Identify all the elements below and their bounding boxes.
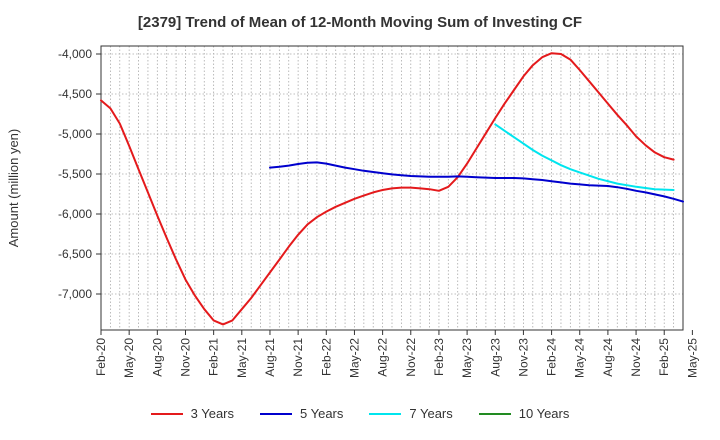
series-line-3-years bbox=[100, 52, 675, 326]
chart-title: [2379] Trend of Mean of 12-Month Moving … bbox=[137, 14, 583, 31]
y-tick-label: -4,500 bbox=[58, 87, 92, 101]
plot-frame bbox=[100, 45, 684, 331]
x-tick-label: Feb-25 bbox=[657, 338, 671, 376]
legend-label: 7 Years bbox=[409, 406, 453, 421]
x-tick-label: May-22 bbox=[347, 338, 361, 378]
x-tick-label: May-20 bbox=[122, 338, 136, 378]
x-tick-label: Aug-20 bbox=[150, 338, 164, 377]
x-tick-label: May-24 bbox=[573, 338, 587, 378]
x-tick-label: Aug-21 bbox=[263, 338, 277, 377]
x-tick-label: Aug-24 bbox=[601, 338, 615, 377]
legend-item-3-years: 3 Years bbox=[150, 406, 234, 421]
legend-swatch bbox=[150, 412, 183, 415]
legend-label: 10 Years bbox=[518, 406, 570, 421]
y-tick-label: -6,000 bbox=[58, 207, 92, 221]
x-tick-label: Nov-23 bbox=[516, 338, 530, 377]
legend-item-5-years: 5 Years bbox=[260, 406, 343, 421]
x-tick-label: Feb-23 bbox=[432, 338, 446, 376]
y-axis-title: Amount (million yen) bbox=[6, 129, 21, 248]
y-tick-label: -7,000 bbox=[58, 287, 92, 301]
x-tick-label: Nov-21 bbox=[291, 338, 305, 377]
y-tick-label: -5,000 bbox=[58, 127, 92, 141]
x-tick-label: May-21 bbox=[235, 338, 249, 378]
legend-item-7-years: 7 Years bbox=[369, 406, 453, 421]
x-tick-label: Nov-24 bbox=[629, 338, 643, 377]
line-chart: -4,000 -4,500 -5,000 -5,500 -6,000 -6,500 -7,0… bbox=[6, 45, 699, 378]
legend-label: 5 Years bbox=[300, 406, 344, 421]
series-line-7-years bbox=[494, 123, 675, 191]
series-line-5-years bbox=[269, 161, 684, 203]
x-tick-label: Aug-23 bbox=[488, 338, 502, 377]
legend-label: 3 Years bbox=[190, 406, 234, 421]
legend-swatch bbox=[260, 412, 292, 415]
legend: 3 Years 5 Years 7 Years 10 Years bbox=[0, 406, 720, 421]
x-tick-label: Nov-20 bbox=[178, 338, 192, 377]
legend-swatch bbox=[478, 412, 511, 415]
x-tick-label: Feb-21 bbox=[207, 338, 221, 376]
x-tick-label: Feb-20 bbox=[94, 338, 108, 376]
x-tick-label: Nov-22 bbox=[404, 338, 418, 377]
y-tick-label: -6,500 bbox=[58, 247, 92, 261]
legend-swatch bbox=[369, 412, 402, 415]
x-tick-label: May-23 bbox=[460, 338, 474, 378]
x-tick-label: Feb-22 bbox=[319, 338, 333, 376]
x-tick-label: May-25 bbox=[685, 338, 699, 378]
x-tick-label: Aug-22 bbox=[376, 338, 390, 377]
y-tick-label: -5,500 bbox=[58, 167, 92, 181]
legend-item-10-years: 10 Years bbox=[478, 406, 570, 421]
x-tick-label: Feb-24 bbox=[545, 338, 559, 376]
y-tick-label: -4,000 bbox=[58, 47, 92, 61]
